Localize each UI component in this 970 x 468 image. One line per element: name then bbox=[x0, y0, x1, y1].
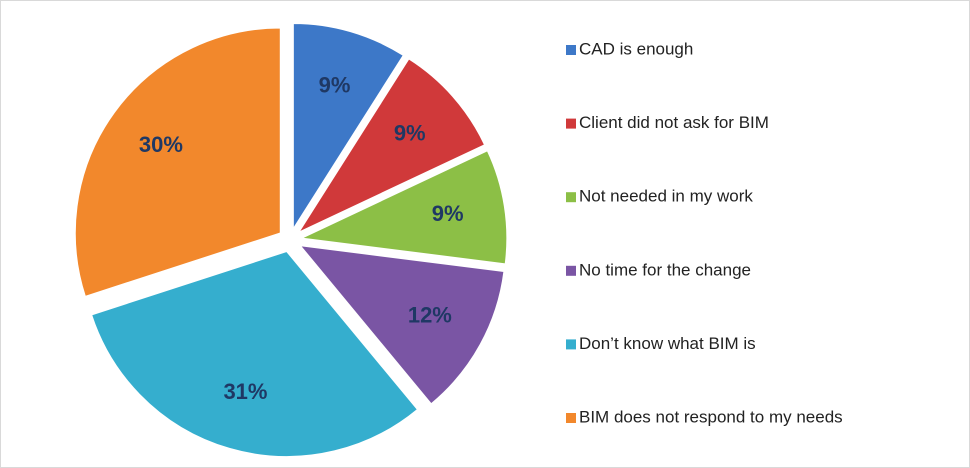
legend-label: No time for the change bbox=[579, 260, 751, 279]
legend-swatch bbox=[566, 192, 576, 203]
legend-label: BIM does not respond to my needs bbox=[579, 407, 843, 426]
data-label: 9% bbox=[432, 201, 464, 226]
legend-label: CAD is enough bbox=[579, 39, 693, 58]
pie-slice bbox=[74, 27, 281, 297]
data-label: 30% bbox=[139, 132, 183, 157]
data-label: 9% bbox=[394, 120, 426, 145]
data-label: 31% bbox=[223, 379, 267, 404]
data-label: 9% bbox=[319, 73, 351, 98]
legend-swatch bbox=[566, 413, 576, 423]
pie-slice bbox=[91, 250, 419, 458]
legend-label: Not needed in my work bbox=[579, 187, 753, 206]
legend-swatch bbox=[566, 118, 576, 129]
pie-slice bbox=[299, 245, 505, 405]
legend-label: Client did not ask for BIM bbox=[579, 113, 769, 132]
pie-slice bbox=[292, 22, 404, 231]
data-label: 12% bbox=[408, 303, 452, 328]
legend-swatch bbox=[566, 339, 576, 350]
pie-slice bbox=[300, 150, 508, 265]
legend-label: Don’t know what BIM is bbox=[579, 334, 756, 353]
legend-swatch bbox=[566, 265, 576, 276]
pie-slice bbox=[297, 58, 486, 234]
legend-swatch bbox=[566, 45, 576, 55]
